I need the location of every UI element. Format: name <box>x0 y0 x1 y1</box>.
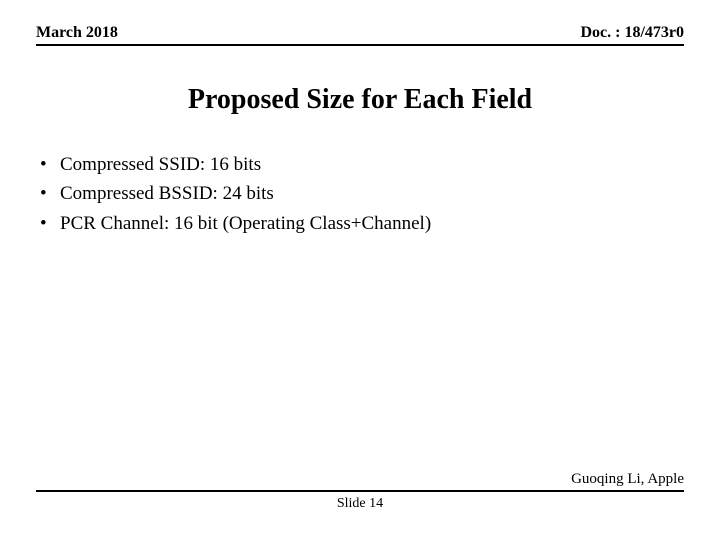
header-date: March 2018 <box>36 24 118 42</box>
slide-title: Proposed Size for Each Field <box>36 84 684 116</box>
list-item: Compressed BSSID: 24 bits <box>40 179 684 208</box>
list-item: PCR Channel: 16 bit (Operating Class+Cha… <box>40 209 684 238</box>
list-item: Compressed SSID: 16 bits <box>40 150 684 179</box>
slide-number: Slide 14 <box>36 496 684 512</box>
slide-page: March 2018 Doc. : 18/473r0 Proposed Size… <box>0 0 720 540</box>
footer-rule <box>36 490 684 492</box>
footer-attribution: Guoqing Li, Apple <box>36 471 684 488</box>
header-doc-id: Doc. : 18/473r0 <box>580 24 684 42</box>
footer: Guoqing Li, Apple Slide 14 <box>36 471 684 512</box>
header-row: March 2018 Doc. : 18/473r0 <box>36 24 684 42</box>
bullet-list: Compressed SSID: 16 bits Compressed BSSI… <box>36 150 684 238</box>
header-rule <box>36 44 684 46</box>
